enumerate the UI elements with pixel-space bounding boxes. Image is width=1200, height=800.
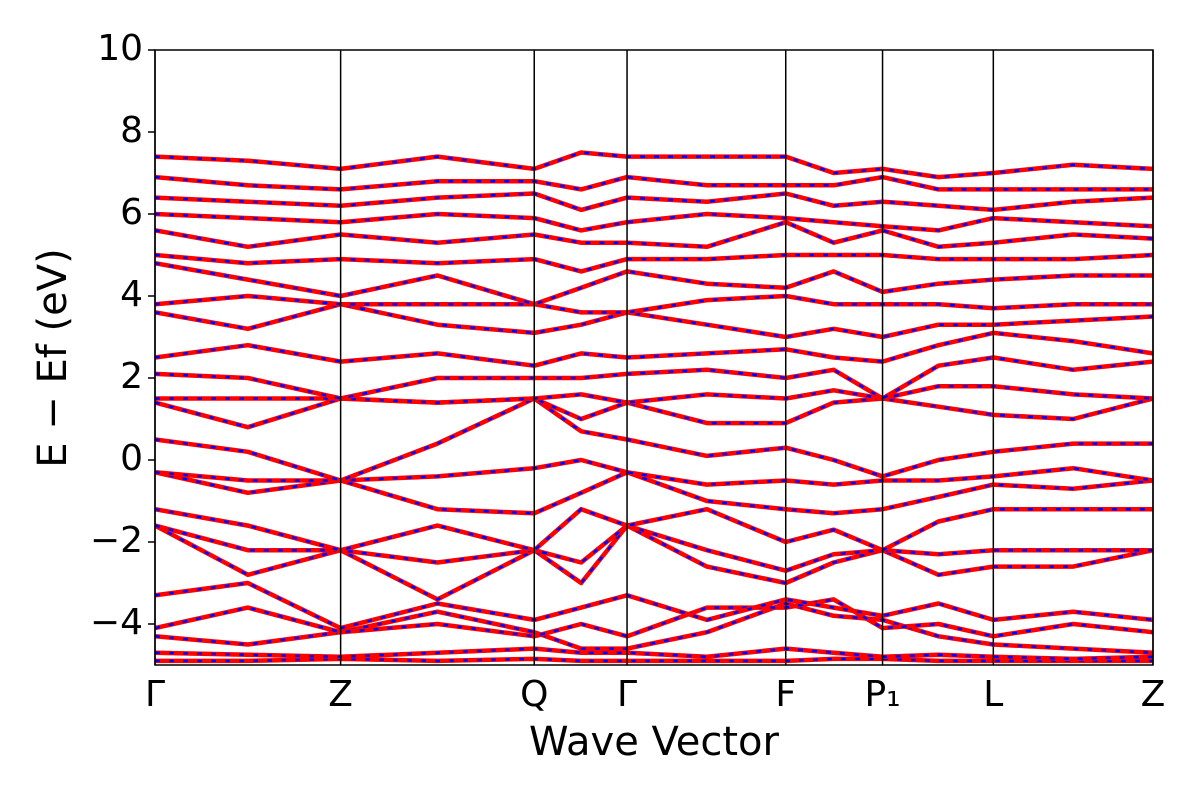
x-tick-label: Q [520,674,548,715]
x-tick-label: P₁ [864,674,900,715]
band-line-dashed [155,581,1153,630]
x-tick-label: F [775,674,796,715]
band-line-dashed [155,302,1153,339]
band-line-dashed [155,397,1153,482]
band-line [155,260,1153,307]
y-tick-label: 2 [120,356,143,397]
band-line-dashed [155,507,1153,552]
band-line-dashed [155,356,1153,400]
plot-frame [154,49,1154,666]
x-tick-label: L [983,674,1003,715]
y-tick-label: 6 [120,192,143,233]
band-line-dashed [155,261,1153,306]
y-tick-label: 4 [120,274,143,315]
y-tick-label: 0 [120,438,143,479]
x-tick-label: Γ [617,674,637,715]
y-axis-label: E − Ef (eV) [30,248,76,467]
band-line [155,396,1153,430]
band-line-dashed [155,524,1153,601]
band-line [155,506,1153,553]
x-axis-label: Wave Vector [529,719,780,765]
band-line [155,457,1153,487]
band-line-dashed [155,524,1153,573]
x-tick-label: Γ [145,674,165,715]
band-line [155,191,1153,213]
band-line [155,355,1153,401]
y-tick-label: 8 [120,110,143,151]
band-line [155,656,1153,664]
band-line [155,174,1153,192]
band-line [155,219,1153,250]
band-line-dashed [155,151,1153,179]
band-line-dashed [155,470,1153,515]
y-tick-label: 10 [97,28,143,69]
band-line [155,252,1153,274]
x-tick-label: Z [1141,674,1166,715]
y-tick-label: −2 [90,520,143,561]
band-line-dashed [155,192,1153,212]
y-tick-label: −4 [90,602,143,643]
band-line [155,293,1153,315]
band-line [155,646,1153,662]
band-line-dashed [155,598,1153,638]
band-line [155,383,1153,405]
band-line [155,523,1153,602]
band-line-dashed [155,331,1153,367]
band-line-dashed [155,602,1153,654]
band-line-dashed [155,397,1153,429]
band-line [155,523,1153,573]
band-line [155,150,1153,180]
x-tick-label: Z [328,674,353,715]
band-line [155,211,1153,233]
